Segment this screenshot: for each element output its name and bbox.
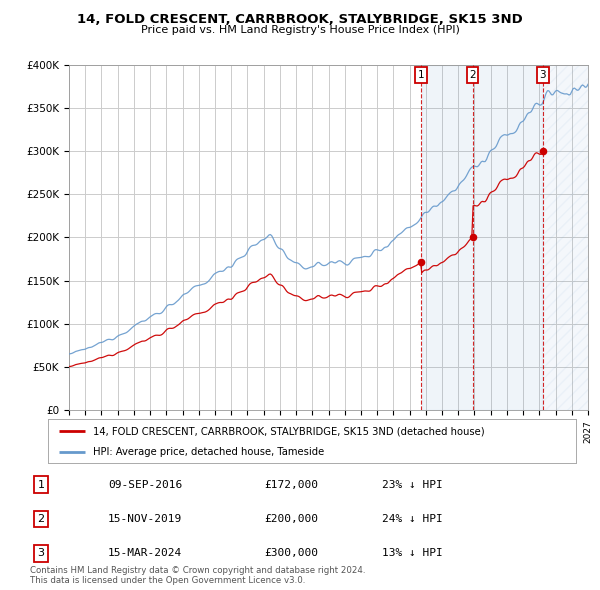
Text: 23% ↓ HPI: 23% ↓ HPI (382, 480, 442, 490)
Text: Price paid vs. HM Land Registry's House Price Index (HPI): Price paid vs. HM Land Registry's House … (140, 25, 460, 35)
Text: 1: 1 (418, 70, 424, 80)
Text: 3: 3 (38, 548, 44, 558)
Text: 15-NOV-2019: 15-NOV-2019 (108, 514, 182, 524)
Text: HPI: Average price, detached house, Tameside: HPI: Average price, detached house, Tame… (93, 447, 324, 457)
Text: 24% ↓ HPI: 24% ↓ HPI (382, 514, 442, 524)
Text: 15-MAR-2024: 15-MAR-2024 (108, 548, 182, 558)
Text: Contains HM Land Registry data © Crown copyright and database right 2024.
This d: Contains HM Land Registry data © Crown c… (30, 566, 365, 585)
Text: 3: 3 (539, 70, 546, 80)
Text: 1: 1 (38, 480, 44, 490)
Text: 14, FOLD CRESCENT, CARRBROOK, STALYBRIDGE, SK15 3ND: 14, FOLD CRESCENT, CARRBROOK, STALYBRIDG… (77, 13, 523, 26)
Text: 2: 2 (38, 514, 45, 524)
Text: £200,000: £200,000 (265, 514, 319, 524)
Text: 13% ↓ HPI: 13% ↓ HPI (382, 548, 442, 558)
Point (468, 233, 478, 242)
Text: 14, FOLD CRESCENT, CARRBROOK, STALYBRIDGE, SK15 3ND (detached house): 14, FOLD CRESCENT, CARRBROOK, STALYBRIDG… (93, 427, 485, 436)
Text: £172,000: £172,000 (265, 480, 319, 490)
Text: 2: 2 (469, 70, 476, 80)
Point (538, 146, 548, 156)
Point (416, 257, 425, 266)
Text: 09-SEP-2016: 09-SEP-2016 (108, 480, 182, 490)
Text: £300,000: £300,000 (265, 548, 319, 558)
